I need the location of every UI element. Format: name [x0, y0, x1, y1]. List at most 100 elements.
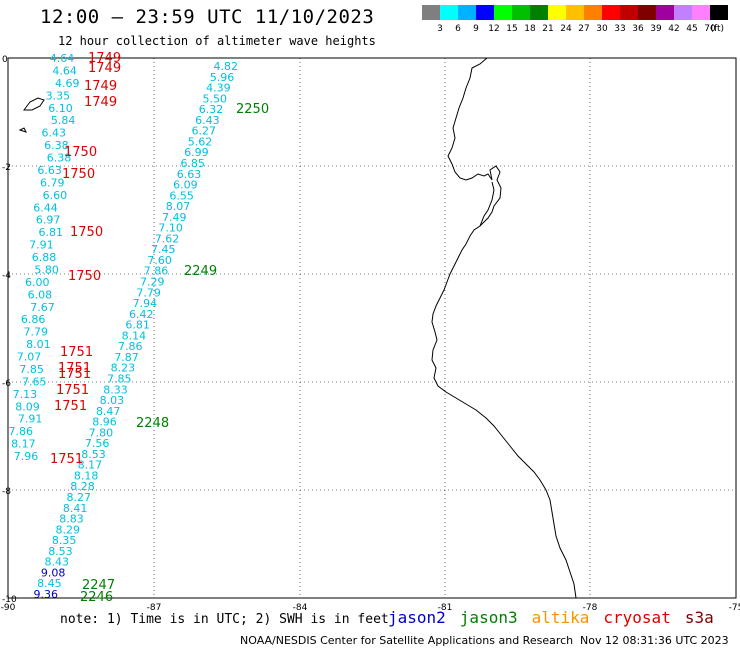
swh-value: 6.44: [33, 201, 58, 214]
chart-title: 12:00 – 23:59 UTC 11/10/2023: [40, 6, 375, 28]
swh-value: 3.35: [46, 89, 71, 102]
color-tick-label: 9: [473, 24, 479, 33]
lat-tick-label: 0: [2, 55, 8, 65]
pass-label: 1751: [50, 452, 83, 467]
map-grid: [8, 58, 736, 598]
swh-value: 7.86: [144, 265, 169, 278]
color-tick-label: 3: [437, 24, 443, 33]
swh-value: 4.69: [55, 77, 80, 90]
swh-value: 8.53: [48, 545, 73, 558]
lon-tick-label: -81: [438, 603, 453, 613]
pass-label: 2247: [82, 578, 115, 593]
satellite-legend-item: cryosat: [603, 608, 671, 627]
color-tick-label: 30: [596, 24, 608, 33]
swh-value: 8.07: [166, 200, 191, 213]
map-frame: [7, 57, 737, 599]
swh-value: 8.96: [92, 416, 117, 429]
swh-value: 7.85: [19, 363, 44, 376]
color-tick-label: 33: [614, 24, 625, 33]
swh-value: 6.63: [177, 168, 202, 181]
pass-label: 1750: [70, 225, 103, 240]
swh-value: 7.10: [158, 222, 183, 235]
color-swatch: [422, 5, 441, 20]
swh-value: 8.41: [63, 502, 88, 515]
swh-value: 6.63: [37, 164, 62, 177]
swh-value: 8.17: [11, 438, 36, 451]
swh-value: 7.96: [14, 450, 39, 463]
pass-label: 1749: [84, 79, 117, 94]
color-swatch: [692, 5, 711, 20]
color-swatch: [512, 5, 531, 20]
lat-tick-label: -4: [2, 271, 11, 281]
color-tick-label: 12: [488, 24, 499, 33]
lon-tick-label: -75: [729, 603, 740, 613]
pass-label: 1749: [84, 95, 117, 110]
lat-tick-label: -6: [2, 379, 11, 389]
swh-value: 7.29: [140, 276, 165, 289]
footer-timestamp: Nov 12 08:31:36 UTC 2023: [580, 634, 729, 647]
color-swatch: [566, 5, 585, 20]
swh-value: 7.91: [29, 239, 54, 252]
pass-label: 2248: [136, 416, 169, 431]
color-swatch: [530, 5, 549, 20]
lon-tick-label: -78: [583, 603, 598, 613]
swh-value: 7.86: [9, 425, 34, 438]
swh-value: 8.35: [52, 534, 77, 547]
color-swatch: [638, 5, 657, 20]
pass-label: 1750: [64, 145, 97, 160]
pass-label: 1750: [62, 167, 95, 182]
color-tick-label: 21: [542, 24, 553, 33]
lon-tick-label: -87: [147, 603, 162, 613]
color-tick-label: 36: [632, 24, 644, 33]
satellite-legend-item: s3a: [684, 608, 714, 627]
swh-value: 8.14: [122, 329, 147, 342]
swh-value: 8.23: [111, 362, 136, 375]
swh-value: 6.88: [32, 251, 57, 264]
swh-value: 6.85: [180, 157, 205, 170]
axis-labels: -90 -87 -84 -81 -78 -75 0 -2 -4 -6 -8 -10: [1, 55, 740, 613]
color-swatch: [674, 5, 693, 20]
swh-value: 7.79: [136, 286, 161, 299]
swh-value: 6.43: [195, 114, 220, 127]
swh-value: 7.91: [18, 413, 43, 426]
swh-value: 8.18: [74, 469, 99, 482]
swh-value: 6.97: [36, 214, 61, 227]
swh-value: 6.86: [21, 313, 46, 326]
pass-label: 2250: [236, 102, 269, 117]
swh-value: 7.86: [118, 340, 143, 353]
swh-value: 6.08: [28, 288, 53, 301]
swh-value: 7.56: [85, 437, 110, 450]
swh-value: 4.64: [50, 52, 75, 65]
color-swatch: [584, 5, 603, 20]
pass-label: 1751: [58, 367, 91, 382]
swh-value: 7.67: [30, 301, 55, 314]
satellite-legend-item: jason2: [388, 608, 446, 627]
swh-value: 7.65: [22, 375, 47, 388]
pass-label: 1749: [88, 61, 121, 76]
color-tick-label: 45: [686, 24, 697, 33]
track-b-values: 4.644.644.693.356.105.846.436.386.386.63…: [9, 52, 80, 463]
color-swatch: [620, 5, 639, 20]
track-a-values: 4.825.964.395.506.326.436.275.626.996.85…: [34, 60, 239, 601]
swh-value: 6.27: [191, 125, 216, 138]
lat-tick-label: -8: [2, 487, 11, 497]
swh-value: 6.43: [42, 127, 67, 140]
pass-label: 2249: [184, 264, 217, 279]
galapagos-island: [23, 97, 45, 111]
swh-value: 9.08: [41, 566, 66, 579]
swh-value: 7.45: [151, 243, 176, 256]
color-scale-labels: 3 6 9 12 15 18 21 24 27 30 33 36 39 42 45 70(ft): [437, 24, 724, 33]
color-tick-label: 18: [524, 24, 536, 33]
color-swatch: [458, 5, 477, 20]
pass-label: 1751: [54, 399, 87, 414]
swh-value: 7.80: [89, 426, 114, 439]
footer-credit: NOAA/NESDIS Center for Satellite Applica…: [240, 634, 574, 647]
chart-subtitle: 12 hour collection of altimeter wave hei…: [58, 34, 376, 48]
pass-label: 1751: [56, 383, 89, 398]
color-swatch: [710, 5, 728, 20]
swh-value: 6.55: [169, 189, 194, 202]
swh-value: 7.07: [17, 351, 42, 364]
swh-value: 8.45: [37, 577, 62, 590]
swh-value: 8.43: [45, 556, 70, 569]
color-tick-label: 15: [506, 24, 517, 33]
